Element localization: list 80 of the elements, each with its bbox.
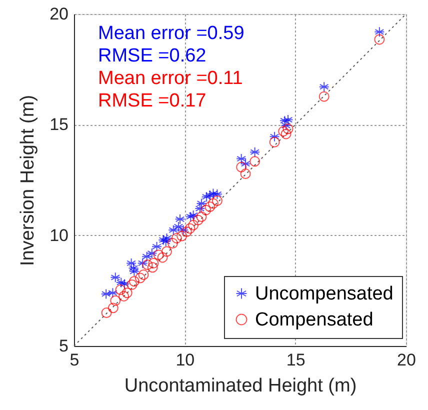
point [101, 308, 112, 318]
point [147, 262, 158, 273]
y-tick-label: 5 [59, 336, 68, 356]
point [269, 136, 280, 148]
point [192, 214, 204, 226]
point [128, 276, 140, 287]
point [279, 115, 290, 126]
point [250, 146, 260, 158]
point [212, 188, 222, 200]
annotation: RMSE =0.62 [98, 46, 206, 66]
point [208, 188, 218, 199]
point [174, 214, 186, 224]
point [137, 258, 148, 268]
point [201, 192, 212, 202]
point [171, 232, 182, 244]
point [212, 196, 222, 206]
point [152, 241, 162, 252]
legend-label: Compensated [255, 310, 374, 330]
point [269, 131, 280, 142]
point [196, 198, 207, 209]
point [200, 204, 212, 216]
point [138, 269, 149, 280]
point [196, 212, 207, 222]
x-tick-label: 10 [176, 350, 195, 370]
point [158, 234, 169, 246]
point [142, 251, 152, 262]
point [282, 114, 294, 126]
point [119, 278, 130, 290]
point [282, 124, 294, 134]
point [204, 190, 216, 201]
point [148, 258, 159, 268]
y-axis-title: Inversion Height (m) [18, 94, 39, 266]
point [108, 302, 118, 314]
point [161, 232, 172, 244]
point [185, 212, 196, 222]
point [176, 230, 188, 242]
point [126, 279, 138, 290]
annotation: Mean error =0.11 [98, 68, 243, 89]
point [184, 223, 196, 234]
point [250, 156, 260, 167]
point [188, 220, 199, 230]
point [374, 34, 385, 45]
x-tick-label: 20 [397, 350, 416, 370]
point [204, 202, 216, 212]
point [236, 162, 247, 172]
point [146, 248, 158, 259]
point [100, 288, 112, 300]
legend-label: Uncompensated [255, 284, 394, 304]
point [318, 82, 330, 92]
y-tick-label: 20 [50, 4, 68, 24]
y-tick-label: 10 [50, 226, 68, 245]
point [153, 250, 164, 260]
y-tick-label: 15 [50, 115, 68, 134]
point [278, 126, 289, 137]
point [168, 224, 179, 236]
annotation: Mean error =0.59 [98, 23, 244, 44]
point [134, 272, 146, 284]
point [161, 246, 172, 257]
point [160, 236, 172, 247]
point [128, 266, 140, 277]
point [318, 91, 330, 102]
point [374, 26, 385, 38]
point [122, 288, 132, 298]
point [188, 210, 199, 220]
point [167, 238, 178, 249]
point [240, 168, 251, 180]
point [208, 198, 218, 209]
annotation: RMSE =0.17 [98, 90, 206, 112]
point [194, 203, 206, 214]
point [280, 120, 292, 131]
point [280, 128, 292, 140]
point [107, 288, 118, 298]
point [118, 290, 130, 302]
point [181, 226, 192, 238]
point [157, 252, 168, 263]
x-tick-label: 15 [286, 350, 306, 370]
point [142, 260, 153, 270]
point [115, 284, 126, 296]
point [110, 295, 121, 306]
x-axis-title: Uncontaminated Height (m) [124, 376, 357, 396]
